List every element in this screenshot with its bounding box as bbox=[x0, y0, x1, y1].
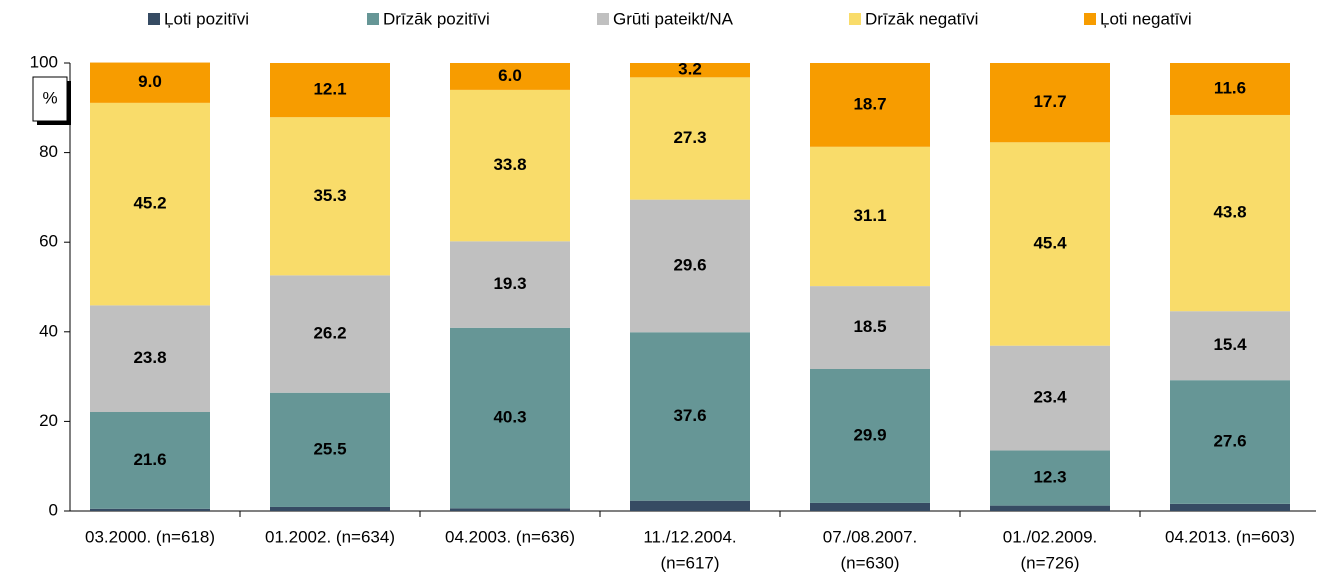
value-label: 29.9 bbox=[853, 425, 886, 444]
x-tick-label: 01.2002. (n=634) bbox=[265, 527, 395, 546]
legend-swatch bbox=[849, 13, 861, 25]
y-tick-label: 20 bbox=[39, 411, 58, 430]
bar-segment bbox=[810, 146, 930, 287]
value-label: 33.8 bbox=[493, 155, 526, 174]
bar-segment bbox=[90, 508, 210, 511]
value-label: 45.4 bbox=[1033, 233, 1067, 252]
bar-segment bbox=[450, 241, 570, 328]
value-label: 23.8 bbox=[133, 348, 166, 367]
bar-segment bbox=[270, 63, 390, 118]
x-tick-label: 11./12.2004. bbox=[643, 527, 736, 546]
bar-segment bbox=[1170, 63, 1290, 115]
value-label: 3.2 bbox=[678, 60, 702, 79]
value-label: 11.6 bbox=[1214, 78, 1246, 97]
value-label: 27.3 bbox=[673, 128, 706, 147]
y-tick-label: 0 bbox=[49, 500, 58, 519]
bar-segment bbox=[990, 345, 1110, 451]
value-label: 6.0 bbox=[498, 66, 522, 85]
bar-segment bbox=[990, 142, 1110, 346]
bar-segment bbox=[450, 63, 570, 90]
legend-label: Grūti pateikt/NA bbox=[613, 9, 734, 28]
bar-segment bbox=[630, 77, 750, 200]
bar-segment bbox=[810, 368, 930, 503]
bar-segment bbox=[270, 117, 390, 276]
y-tick-label: 80 bbox=[39, 142, 58, 161]
value-label: 15.4 bbox=[1213, 335, 1247, 354]
value-label: 45.2 bbox=[133, 194, 166, 213]
value-label: 21.6 bbox=[133, 450, 166, 469]
value-label: 19.3 bbox=[493, 274, 526, 293]
bar-segment bbox=[450, 508, 570, 511]
value-label: 26.2 bbox=[313, 324, 346, 343]
x-tick-label: 04.2003. (n=636) bbox=[445, 527, 575, 546]
bar-segment bbox=[270, 392, 390, 507]
x-tick-label: 03.2000. (n=618) bbox=[85, 527, 215, 546]
x-tick-label: (n=630) bbox=[840, 553, 899, 572]
legend-label: Ļoti pozitīvi bbox=[164, 9, 249, 28]
bar-segment bbox=[630, 500, 750, 511]
legend-swatch bbox=[148, 13, 160, 25]
legend-label: Ļoti negatīvi bbox=[1100, 9, 1192, 28]
legend-swatch bbox=[597, 13, 609, 25]
value-label: 29.6 bbox=[673, 255, 706, 274]
value-label: 17.7 bbox=[1033, 92, 1066, 111]
x-tick-label: 01./02.2009. bbox=[1003, 527, 1098, 546]
legend-swatch bbox=[1084, 13, 1096, 25]
bar-segment bbox=[990, 450, 1110, 506]
bar-segment bbox=[990, 505, 1110, 511]
bar-segment bbox=[810, 63, 930, 147]
value-label: 43.8 bbox=[1213, 203, 1246, 222]
y-label-box bbox=[32, 76, 68, 122]
value-label: 23.4 bbox=[1033, 388, 1067, 407]
legend-swatch bbox=[367, 13, 379, 25]
bar-segment bbox=[90, 62, 210, 103]
bar-segment bbox=[630, 332, 750, 501]
y-tick-label: 60 bbox=[39, 232, 58, 251]
value-label: 31.1 bbox=[853, 206, 886, 225]
bar-segment bbox=[1170, 380, 1290, 504]
legend-label: Drīzāk pozitīvi bbox=[383, 9, 490, 28]
x-tick-label: 07./08.2007. bbox=[823, 527, 918, 546]
y-tick-label: 40 bbox=[39, 321, 58, 340]
value-label: 12.1 bbox=[313, 80, 346, 99]
value-label: 25.5 bbox=[313, 439, 346, 458]
value-label: 18.7 bbox=[853, 94, 886, 113]
value-label: 9.0 bbox=[138, 72, 162, 91]
bar-segment bbox=[90, 411, 210, 509]
bar-segment bbox=[1170, 114, 1290, 312]
bar-segment bbox=[270, 275, 390, 393]
value-label: 37.6 bbox=[673, 406, 706, 425]
bar-segment bbox=[990, 63, 1110, 143]
value-label: 27.6 bbox=[1213, 431, 1246, 450]
bar-segment bbox=[1170, 503, 1290, 511]
bar-segment bbox=[90, 305, 210, 412]
y-tick-label: 100 bbox=[30, 52, 58, 71]
bar-segment bbox=[630, 199, 750, 333]
legend-label: Drīzāk negatīvi bbox=[865, 9, 978, 28]
x-tick-label: 04.2013. (n=603) bbox=[1165, 527, 1295, 546]
bar-segment bbox=[270, 506, 390, 511]
bar-segment bbox=[450, 89, 570, 242]
y-axis-label: % bbox=[42, 88, 57, 107]
bar-segment bbox=[630, 63, 750, 78]
bar-segment bbox=[810, 286, 930, 369]
value-label: 18.5 bbox=[853, 317, 886, 336]
x-tick-label: (n=617) bbox=[660, 553, 719, 572]
bar-segment bbox=[450, 327, 570, 509]
bar-segment bbox=[90, 102, 210, 306]
bar-segment bbox=[1170, 311, 1290, 381]
x-tick-label: (n=726) bbox=[1020, 553, 1079, 572]
value-label: 35.3 bbox=[313, 186, 346, 205]
bar-segment bbox=[810, 502, 930, 511]
value-label: 40.3 bbox=[493, 408, 526, 427]
value-label: 12.3 bbox=[1033, 468, 1066, 487]
